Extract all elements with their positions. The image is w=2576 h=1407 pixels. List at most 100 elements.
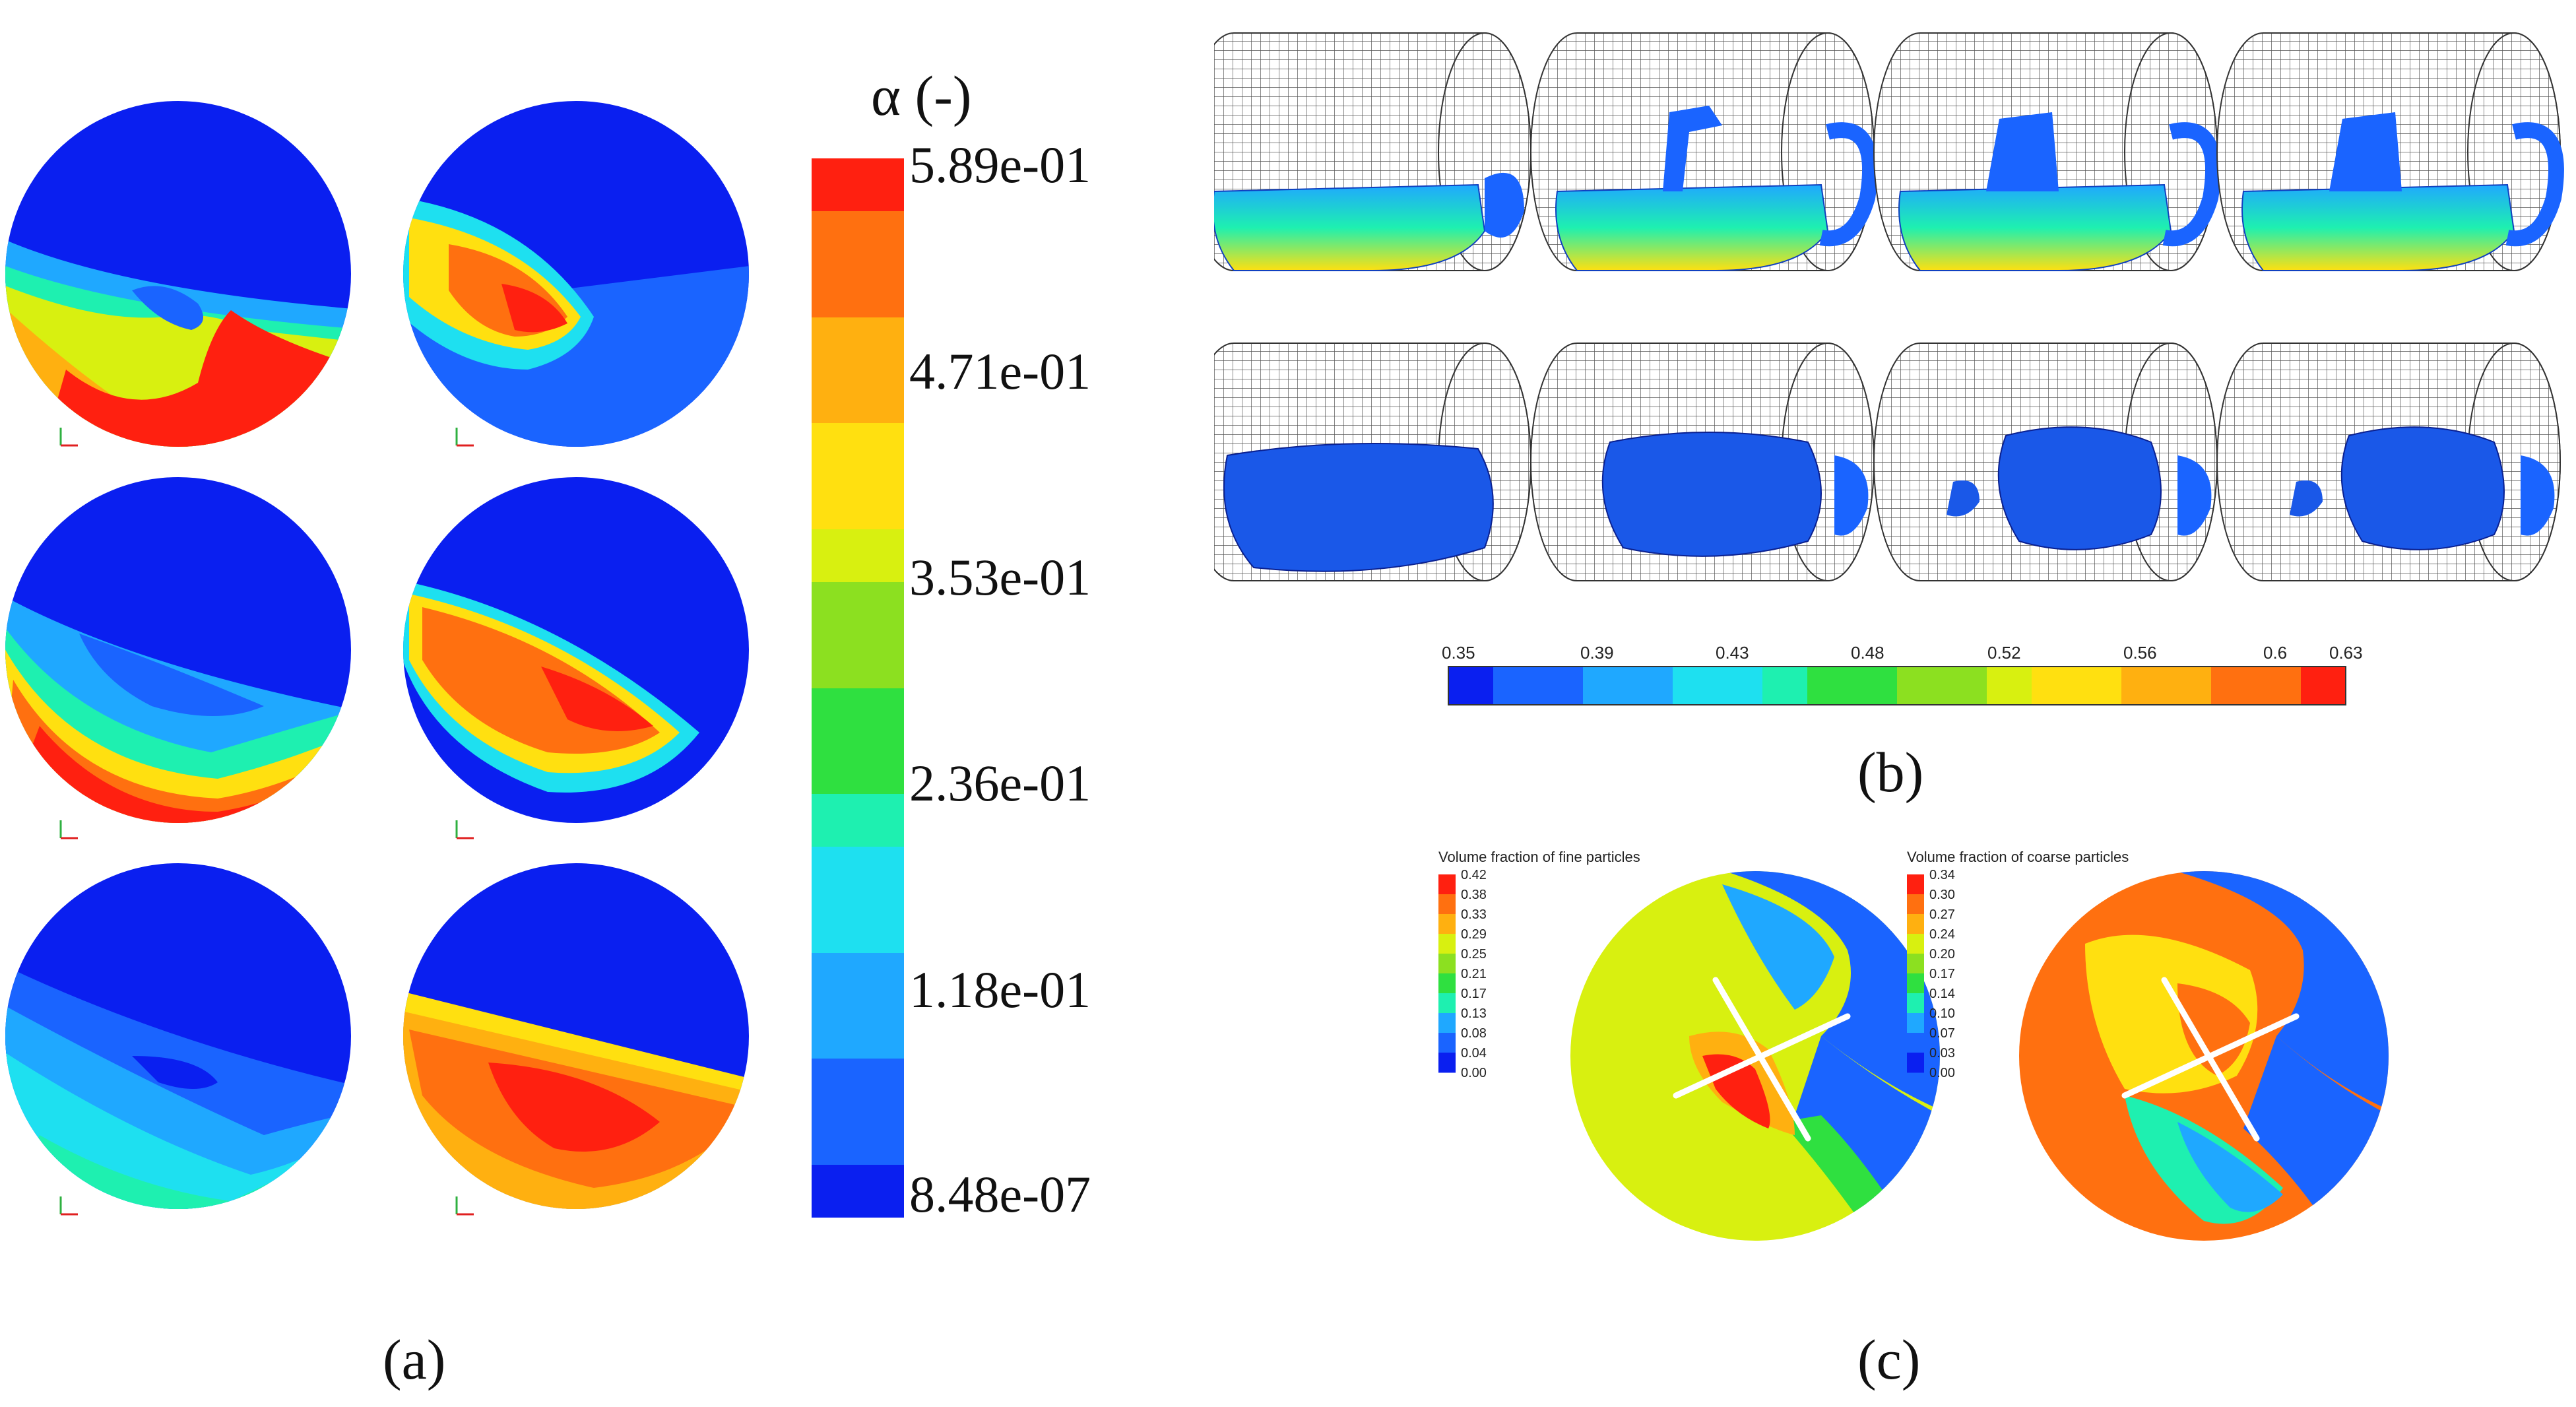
contour-a-row1-left (5, 101, 351, 447)
colorbar-segment (812, 529, 904, 582)
legend-tick: 0.21 (1461, 967, 1487, 981)
legend-swatch (1907, 1013, 1924, 1033)
colorbar-segment (812, 1059, 904, 1112)
legend-swatch (1907, 1053, 1924, 1073)
panel-c-contours: Volume fraction of fine particles 0.42 0.… (1438, 849, 2389, 1241)
colorbar-segment (812, 370, 904, 424)
colorbar-segment (1583, 667, 1628, 705)
colorbar-segment (1673, 667, 1718, 705)
contour-a-row2-right (403, 477, 749, 823)
colorbar-segment (812, 158, 904, 212)
colorbar-tick-5: 1.18e-01 (909, 961, 1091, 1018)
legend-tick: 0.34 (1929, 868, 1955, 882)
legend-swatch (1438, 1053, 1456, 1073)
cross-blade-icon (2121, 977, 2300, 1142)
legend-tick: 0.10 (1929, 1006, 1955, 1021)
legend-tick: 0.07 (1929, 1026, 1955, 1041)
drum-row1-1 (1214, 32, 1531, 271)
legend-tick: 0.03 (1929, 1046, 1955, 1061)
legend-swatch (1907, 954, 1924, 974)
panel-b-drums: 0.35 0.39 0.43 0.48 0.52 0.56 0.6 0.63 (1214, 32, 2564, 705)
legend-tick: 0.20 (1929, 947, 1955, 962)
drum-row2-4 (2216, 343, 2561, 581)
legend-tick: 0.30 (1929, 888, 1955, 902)
legend-swatch (1907, 894, 1924, 915)
colorbar-segment (812, 952, 904, 1006)
axis-triad-icon (59, 428, 474, 1216)
legend-tick: 0.00 (1929, 1066, 1955, 1080)
colorbar-segment (812, 211, 904, 265)
legend-swatch (1438, 894, 1456, 915)
legend-tick: 0.42 (1461, 868, 1487, 882)
legend-tick: 0.08 (1461, 1026, 1487, 1041)
drum-row2-1 (1214, 343, 1531, 581)
b-tick-2: 0.39 (1580, 643, 1614, 663)
colorbar-segment (812, 1111, 904, 1165)
b-tick-4: 0.48 (1851, 643, 1884, 663)
caption-a: (a) (383, 1328, 446, 1391)
legend-tick: 0.29 (1461, 927, 1487, 942)
b-tick-6: 0.56 (2123, 643, 2157, 663)
legend-swatch (1907, 973, 1924, 994)
c-left-legend-title: Volume fraction of fine particles (1438, 849, 1640, 865)
colorbar-segment (812, 635, 904, 688)
contour-a-row3-left (5, 863, 351, 1209)
contour-a-row1-right (403, 101, 749, 447)
legend-tick: 0.27 (1929, 907, 1955, 922)
colorbar-segment (812, 740, 904, 794)
legend-swatch (1907, 993, 1924, 1014)
colorbar-segment (2211, 667, 2257, 705)
legend-tick: 0.38 (1461, 888, 1487, 902)
legend-tick: 0.24 (1929, 927, 1955, 942)
legend-swatch (1438, 973, 1456, 994)
colorbar-tick-3: 3.53e-01 (909, 548, 1091, 606)
legend-tick: 0.17 (1929, 967, 1955, 981)
colorbar-tick-4: 2.36e-01 (909, 754, 1091, 812)
drum-row2-2 (1530, 343, 1875, 581)
colorbar-segment (2166, 667, 2212, 705)
colorbar-segment (1897, 667, 1943, 705)
colorbar-tick-2: 4.71e-01 (909, 343, 1091, 400)
legend-swatch (1907, 934, 1924, 954)
legend-swatch (1438, 874, 1456, 895)
colorbar-segment (2301, 667, 2346, 705)
b-tick-8: 0.63 (2329, 643, 2363, 663)
legend-swatch (1907, 1033, 1924, 1053)
legend-swatch (1438, 1033, 1456, 1053)
legend-tick: 0.17 (1461, 987, 1487, 1001)
colorbar-segment (1942, 667, 1987, 705)
caption-c: (c) (1857, 1328, 1921, 1391)
drum-row1-3 (1873, 32, 2221, 271)
legend-tick: 0.00 (1461, 1066, 1487, 1080)
drum-row2-3 (1873, 343, 2218, 581)
legend-swatch (1438, 993, 1456, 1014)
b-tick-5: 0.52 (1987, 643, 2021, 663)
b-tick-3: 0.43 (1716, 643, 1749, 663)
colorbar-segment (812, 423, 904, 476)
colorbar-segment (2077, 667, 2122, 705)
legend-swatch (1907, 914, 1924, 934)
colorbar-segment (812, 317, 904, 370)
c-left-legend: 0.42 0.38 0.33 0.29 0.25 0.21 0.17 0.13 0.08 0.04… (1438, 868, 1487, 1080)
drum-row1-4 (2216, 32, 2564, 271)
colorbar-segment (812, 1164, 904, 1218)
legend-swatch (1438, 934, 1456, 954)
colorbar-tick-1: 5.89e-01 (909, 136, 1091, 193)
legend-swatch (1438, 914, 1456, 934)
b-tick-1: 0.35 (1442, 643, 1475, 663)
colorbar-segment (1718, 667, 1763, 705)
colorbar-segment (1987, 667, 2032, 705)
b-tick-7: 0.6 (2263, 643, 2287, 663)
colorbar-segment (1852, 667, 1898, 705)
colorbar-segment (812, 847, 904, 900)
contour-a-row2-left (5, 477, 351, 823)
colorbar-segment (812, 582, 904, 636)
legend-tick: 0.14 (1929, 987, 1955, 1001)
legend-swatch (1438, 954, 1456, 974)
caption-b: (b) (1857, 740, 1924, 804)
legend-tick: 0.04 (1461, 1046, 1487, 1061)
colorbar-segment (1762, 667, 1808, 705)
legend-swatch (1907, 874, 1924, 895)
colorbar-segment (812, 794, 904, 847)
colorbar-segment (1493, 667, 1539, 705)
